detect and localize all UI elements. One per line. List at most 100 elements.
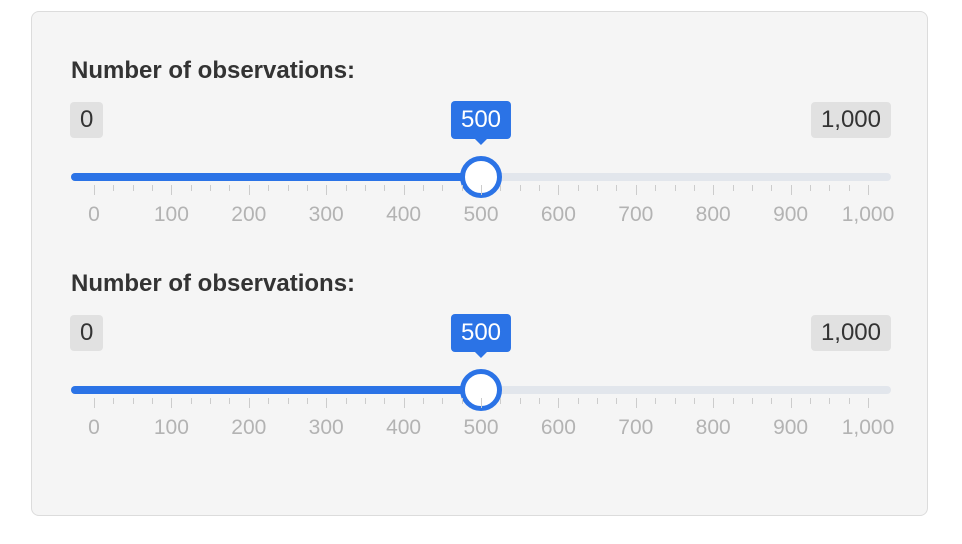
slider-major-tick [558, 185, 560, 195]
slider-major-tick [403, 185, 405, 195]
slider-minor-tick [616, 398, 618, 404]
slider-minor-tick [674, 185, 676, 191]
slider-tick-label: 300 [308, 416, 344, 439]
slider-minor-tick [384, 398, 386, 404]
slider-tick-label: 600 [540, 416, 576, 439]
slider-minor-tick [345, 398, 347, 404]
slider-tick-label: 400 [386, 416, 422, 439]
slider-tick-label: 800 [695, 416, 731, 439]
slider-minor-tick [539, 398, 541, 404]
slider-tick-label: 500 [463, 203, 499, 226]
slider-ticks: 0 100 200 300 400 500 600 700 800 900 1,000 [32, 185, 929, 226]
slider-major-tick [868, 398, 869, 408]
slider-minor-tick [500, 398, 502, 404]
slider-minor-tick [732, 398, 734, 404]
slider-minor-tick [577, 398, 579, 404]
slider-minor-tick [519, 185, 521, 191]
slider-minor-tick [210, 398, 212, 404]
slider-major-tick [248, 398, 250, 408]
slider-minor-tick [655, 398, 657, 404]
slider-minor-tick [152, 398, 154, 404]
slider-minor-tick [345, 185, 347, 191]
slider-major-tick [94, 185, 95, 195]
slider-min-badge: 0 [70, 102, 104, 138]
slider-minor-tick [597, 185, 599, 191]
slider-minor-tick [422, 185, 424, 191]
slider-major-tick [481, 398, 482, 408]
slider-minor-tick [190, 185, 192, 191]
slider-major-tick [326, 398, 328, 408]
slider-tick-label: 900 [773, 203, 809, 226]
slider-tick-label: 800 [695, 203, 731, 226]
slider-minor-tick [384, 185, 386, 191]
slider-value-badge: 500 [450, 101, 512, 145]
slider-minor-tick [268, 398, 270, 404]
slider-tick-label: 700 [618, 416, 654, 439]
slider-minor-tick [190, 398, 192, 404]
slider-minor-tick [268, 185, 270, 191]
slider-major-tick [713, 185, 715, 195]
slider-major-tick [171, 185, 173, 195]
slider-minor-tick [113, 398, 115, 404]
slider-value-badge: 500 [450, 314, 512, 358]
slider-label: Number of observations: [71, 57, 356, 84]
slider-minor-tick [461, 185, 463, 191]
slider-minor-tick [287, 185, 289, 191]
slider-major-tick [94, 398, 95, 408]
slider-minor-tick [210, 185, 212, 191]
slider-minor-tick [771, 398, 773, 404]
slider-minor-tick [306, 185, 308, 191]
slider-tick-label: 0 [88, 416, 100, 439]
observations-slider-1: Number of observations: 0 1,000 500 0 100… [32, 57, 929, 257]
slider-handle[interactable] [460, 369, 502, 411]
slider-minor-tick [577, 185, 579, 191]
slider-minor-tick [442, 398, 444, 404]
slider-max-badge: 1,000 [810, 102, 891, 138]
slider-minor-tick [539, 185, 541, 191]
slider-minor-tick [848, 398, 850, 404]
slider-minor-tick [674, 398, 676, 404]
slider-minor-tick [751, 398, 753, 404]
slider-minor-tick [152, 185, 154, 191]
slider-tick-label: 0 [88, 203, 100, 226]
slider-minor-tick [461, 398, 463, 404]
slider-ticks: 0 100 200 300 400 500 600 700 800 900 1,000 [32, 398, 929, 439]
slider-tick-label: 200 [231, 416, 267, 439]
slider-major-tick [481, 185, 482, 195]
slider-minor-tick [809, 398, 811, 404]
slider-minor-tick [364, 398, 366, 404]
slider-major-tick [326, 185, 328, 195]
slider-minor-tick [113, 185, 115, 191]
slider-minor-tick [751, 185, 753, 191]
slider-tick-label: 700 [618, 203, 654, 226]
slider-tick-label: 1,000 [841, 416, 895, 439]
slider-minor-tick [229, 185, 231, 191]
slider-minor-tick [287, 398, 289, 404]
slider-fill [71, 173, 481, 181]
slider-major-tick [868, 185, 869, 195]
slider-tick-label: 600 [540, 203, 576, 226]
slider-major-tick [790, 185, 792, 195]
slider-tick-label: 1,000 [841, 203, 895, 226]
slider-minor-tick [422, 398, 424, 404]
slider-minor-tick [771, 185, 773, 191]
slider-minor-tick [655, 185, 657, 191]
slider-min-badge: 0 [70, 315, 104, 351]
slider-minor-tick [500, 185, 502, 191]
observations-slider-2: Number of observations: 0 1,000 500 0 100… [32, 270, 929, 470]
slider-major-tick [558, 398, 560, 408]
slider-major-tick [713, 398, 715, 408]
slider-minor-tick [132, 185, 134, 191]
slider-tick-label: 500 [463, 416, 499, 439]
slider-minor-tick [229, 398, 231, 404]
slider-tick-label: 100 [153, 416, 189, 439]
slider-minor-tick [829, 185, 831, 191]
slider-tick-label: 400 [386, 203, 422, 226]
slider-major-tick [635, 185, 637, 195]
slider-major-tick [403, 398, 405, 408]
slider-minor-tick [132, 398, 134, 404]
slider-minor-tick [693, 398, 695, 404]
slider-label: Number of observations: [71, 270, 356, 297]
slider-max-badge: 1,000 [810, 315, 891, 351]
slider-minor-tick [519, 398, 521, 404]
